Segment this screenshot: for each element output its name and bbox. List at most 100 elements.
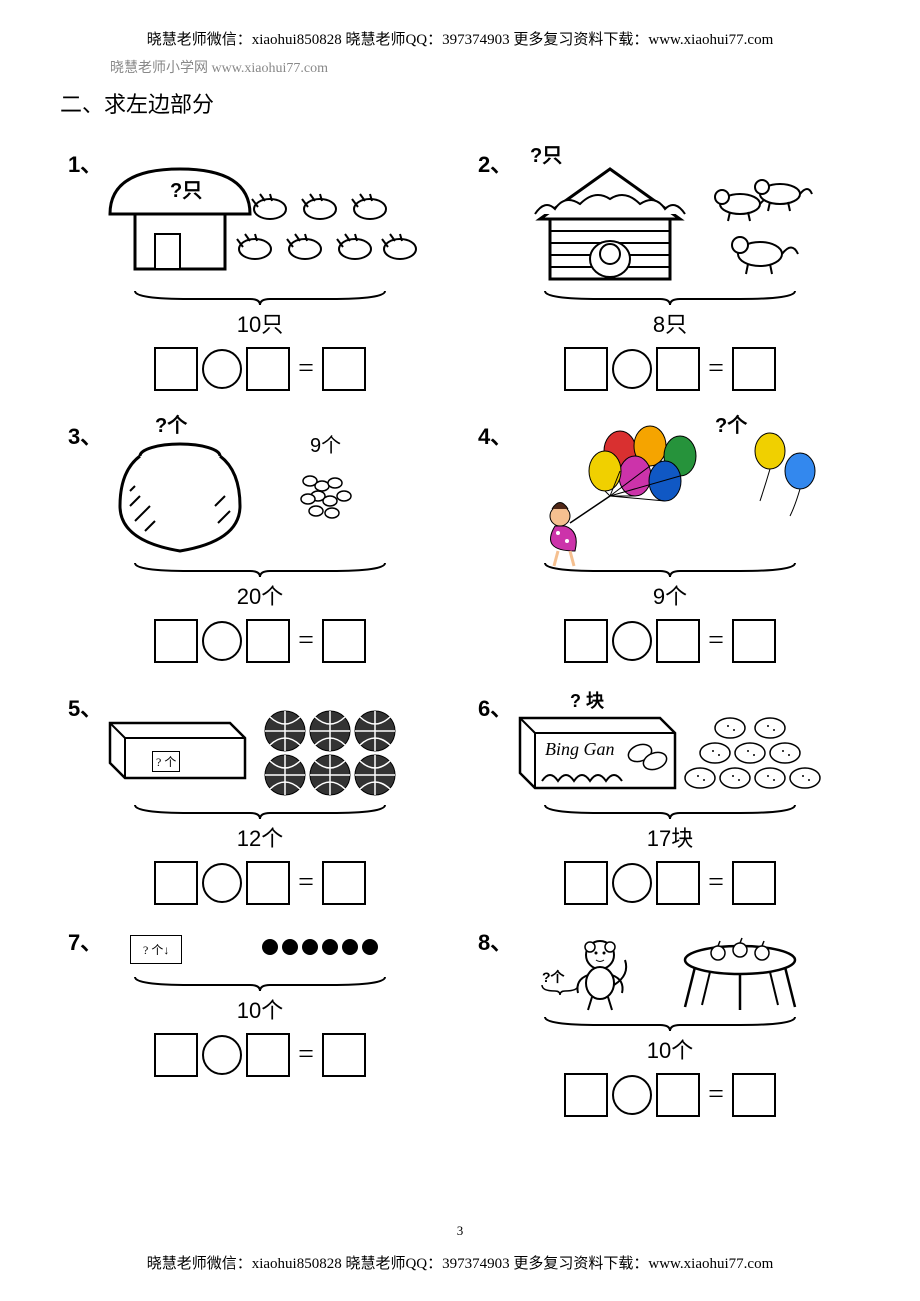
problem-6: 6、 Bing Gan: [470, 683, 870, 905]
equals-sign: =: [704, 353, 728, 385]
bracket-total: 9个: [470, 561, 870, 611]
section-title: 二、求左边部分: [0, 77, 920, 119]
blank-circle[interactable]: [612, 1075, 652, 1115]
unknown-label: ? 个: [152, 751, 180, 772]
problem-1: 1、 ?只: [60, 139, 460, 391]
brace-icon: [540, 1015, 800, 1033]
blank-box[interactable]: [246, 347, 290, 391]
basketball-box-icon: [60, 683, 420, 803]
footer-text: 晓慧老师微信：xiaohui850828 晓慧老师QQ：397374903 更多…: [0, 1252, 920, 1273]
biscuit-label: Bing Gan: [545, 739, 615, 759]
equals-sign: =: [704, 1079, 728, 1111]
equation-row: =: [470, 339, 870, 391]
bracket-total: 10个: [470, 1015, 870, 1065]
blank-box[interactable]: [322, 861, 366, 905]
blank-circle[interactable]: [612, 349, 652, 389]
blank-box[interactable]: [246, 619, 290, 663]
equals-sign: =: [294, 1039, 318, 1071]
brace-icon: [130, 803, 390, 821]
blank-box[interactable]: [732, 347, 776, 391]
total-label: 12个: [237, 826, 283, 851]
bracket-total: 8只: [470, 289, 870, 339]
equation-row: =: [470, 1065, 870, 1117]
header-text: 晓慧老师微信：xiaohui850828 晓慧老师QQ：397374903 更多…: [0, 0, 920, 49]
blank-box[interactable]: [154, 861, 198, 905]
unknown-label: ?只: [170, 174, 202, 203]
blank-circle[interactable]: [612, 621, 652, 661]
small-brace-icon: [540, 983, 580, 997]
blank-box[interactable]: [246, 1033, 290, 1077]
problem-grid: 1、 ?只: [0, 119, 920, 1137]
bracket-total: 20个: [60, 561, 460, 611]
blank-box[interactable]: [322, 619, 366, 663]
total-label: 20个: [237, 584, 283, 609]
equals-sign: =: [294, 867, 318, 899]
blank-box[interactable]: [322, 1033, 366, 1077]
dog-house-icon: [470, 139, 850, 289]
blank-box[interactable]: [564, 619, 608, 663]
illustration-2: ?只: [470, 139, 870, 289]
problem-8: 8、: [470, 925, 870, 1117]
total-label: 9个: [653, 584, 687, 609]
blank-box[interactable]: [656, 347, 700, 391]
illustration-5: ? 个: [60, 683, 460, 803]
blank-box[interactable]: [564, 347, 608, 391]
illustration-4: ?个: [470, 411, 870, 561]
mushroom-house-icon: [60, 139, 420, 289]
problem-3: 3、 ?个 9个 20个: [60, 411, 460, 663]
brace-icon: [130, 289, 390, 307]
blank-box[interactable]: [154, 619, 198, 663]
page-number: 3: [0, 1223, 920, 1239]
total-label: 10个: [237, 998, 283, 1023]
illustration-8: ?个: [470, 925, 870, 1015]
blank-box[interactable]: [656, 861, 700, 905]
unknown-label: ?只: [530, 139, 562, 168]
blank-circle[interactable]: [202, 1035, 242, 1075]
problem-2: 2、: [470, 139, 870, 391]
blank-box[interactable]: [154, 347, 198, 391]
brace-icon: [130, 975, 390, 993]
blank-box[interactable]: [322, 347, 366, 391]
illustration-1: ?只: [60, 139, 460, 289]
equals-sign: =: [294, 353, 318, 385]
unknown-label: ? 个↓: [130, 935, 182, 964]
problem-4: 4、: [470, 411, 870, 663]
bracket-total: 17块: [470, 803, 870, 853]
sub-header-text: 晓慧老师小学网 www.xiaohui77.com: [0, 49, 920, 77]
unknown-label: ?个: [715, 409, 747, 438]
brace-icon: [540, 803, 800, 821]
unknown-label: ? 块: [570, 687, 604, 713]
bracket-total: 10个: [60, 975, 460, 1025]
monkey-table-icon: [470, 925, 850, 1015]
blank-circle[interactable]: [202, 349, 242, 389]
equals-sign: =: [294, 625, 318, 657]
blank-box[interactable]: [564, 861, 608, 905]
brace-icon: [130, 561, 390, 579]
blank-box[interactable]: [732, 861, 776, 905]
bracket-total: 10只: [60, 289, 460, 339]
total-label: 8只: [653, 312, 687, 337]
equation-row: =: [60, 339, 460, 391]
blank-circle[interactable]: [202, 863, 242, 903]
blank-circle[interactable]: [202, 621, 242, 661]
equals-sign: =: [704, 867, 728, 899]
total-label: 17块: [647, 826, 693, 851]
balloons-icon: [470, 411, 850, 571]
biscuit-box-icon: Bing Gan: [470, 683, 850, 803]
equals-sign: =: [704, 625, 728, 657]
blank-box[interactable]: [732, 619, 776, 663]
equation-row: =: [470, 611, 870, 663]
bracket-total: 12个: [60, 803, 460, 853]
total-label: 10只: [237, 312, 283, 337]
blank-box[interactable]: [154, 1033, 198, 1077]
illustration-3: ?个 9个: [60, 411, 460, 561]
equation-row: =: [60, 853, 460, 905]
blank-box[interactable]: [246, 861, 290, 905]
blank-circle[interactable]: [612, 863, 652, 903]
blank-box[interactable]: [732, 1073, 776, 1117]
blank-box[interactable]: [656, 1073, 700, 1117]
blank-box[interactable]: [564, 1073, 608, 1117]
blank-box[interactable]: [656, 619, 700, 663]
illustration-6: Bing Gan ? 块: [470, 683, 870, 803]
equation-row: =: [60, 611, 460, 663]
